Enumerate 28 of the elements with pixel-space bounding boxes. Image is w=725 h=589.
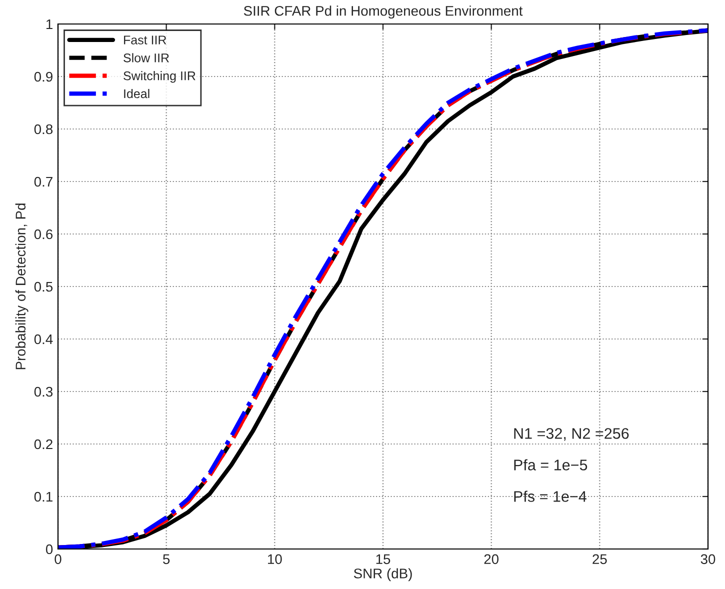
y-tick-label: 1 [46, 19, 52, 30]
chart-title: SIIR CFAR Pd in Homogeneous Environment [244, 6, 523, 19]
y-tick-label: 0.5 [34, 282, 53, 292]
x-tick-label: 15 [376, 554, 390, 564]
legend-label: Slow IIR [124, 53, 169, 62]
y-tick-label: 0.7 [34, 176, 52, 187]
x-tick-label: 30 [700, 554, 716, 564]
legend-label: Fast IIR [124, 36, 166, 44]
y-tick-label: 0.1 [34, 492, 52, 502]
annotation: Pfs = 1e−4 [514, 490, 586, 502]
x-tick-label: 25 [592, 554, 607, 564]
x-tick-label: 20 [484, 554, 499, 564]
x-axis-title: SNR (dB) [354, 568, 412, 582]
y-tick-label: 0.4 [34, 334, 53, 344]
x-tick-label: 0 [54, 554, 62, 564]
y-tick-label: 0.6 [34, 229, 53, 240]
legend-label: Switching IIR [124, 71, 196, 83]
y-tick-label: 0.9 [34, 72, 52, 82]
annotation: N1 =32, N2 =256 [514, 428, 629, 441]
annotation: Pfa = 1e−5 [514, 459, 588, 470]
y-tick-label: 0.8 [34, 124, 53, 134]
legend-label: Ideal [124, 88, 150, 98]
y-axis-title: Probability of Detection, Pd [15, 204, 28, 370]
y-tick-label: 0.3 [34, 386, 53, 397]
y-tick-label: 0.2 [34, 439, 52, 450]
x-tick-label: 10 [268, 554, 282, 564]
x-tick-label: 5 [163, 554, 170, 564]
y-tick-label: 0 [46, 544, 53, 554]
